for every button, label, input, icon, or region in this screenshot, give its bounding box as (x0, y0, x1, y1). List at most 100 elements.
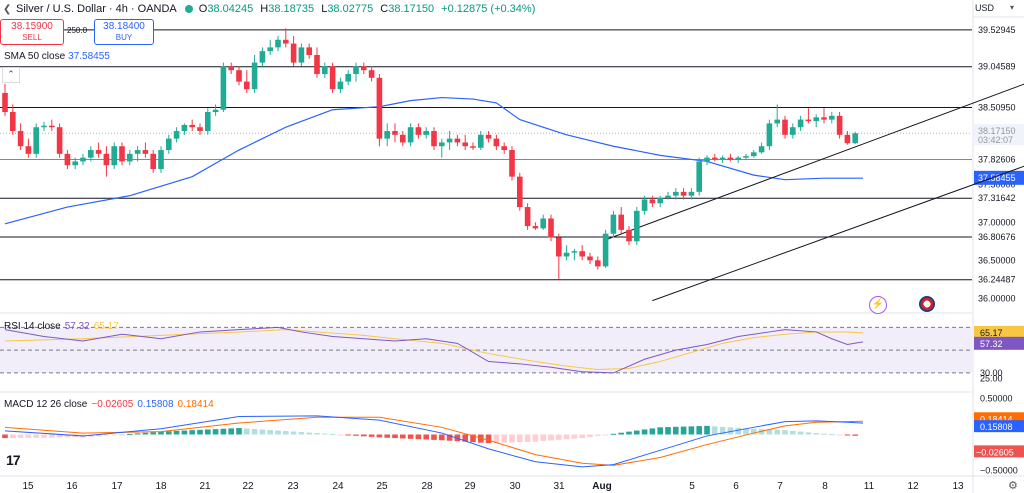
candle-up (602, 233, 609, 267)
rsi-line (4, 326, 864, 374)
level-label-bg (974, 22, 1024, 37)
chevron-down-icon[interactable]: ▾ (1010, 3, 1015, 12)
chevron-left-icon[interactable]: ❮ (3, 3, 12, 15)
candle-down (2, 93, 8, 113)
candle-down (501, 146, 507, 151)
candle-up (766, 123, 773, 147)
macd-histogram-bar (836, 434, 843, 436)
sma-legend[interactable]: SMA 50 close 37.58455 (4, 51, 110, 62)
us-flag-icon[interactable] (919, 296, 935, 312)
time-tick-label: 22 (242, 481, 254, 492)
candle-up (111, 146, 117, 166)
chart-header: ❮ Silver / U.S. Dollar · 4h · OANDA O38.… (0, 0, 535, 18)
candle-down (579, 251, 585, 257)
macd-histogram-bar (431, 434, 437, 440)
time-tick-label: 7 (777, 481, 783, 492)
macd-histogram-bar (267, 430, 273, 435)
candle-down (368, 70, 375, 78)
candle-up (259, 51, 266, 63)
candle-up (72, 161, 78, 166)
candle-down (509, 150, 515, 177)
candle-down (376, 77, 383, 139)
macd-histogram-bar (782, 430, 788, 435)
candle-up (275, 39, 281, 48)
candle-up (353, 66, 359, 74)
support-label-bg (974, 152, 1024, 167)
macd-histogram-bar (766, 429, 773, 435)
candle-up (610, 214, 617, 234)
rsi-legend[interactable]: RSI 14 close 57.32 65.17 (4, 321, 119, 332)
time-tick-label: 24 (332, 481, 344, 492)
open-value: 38.04245 (207, 3, 254, 15)
macd-histogram-bar (2, 434, 8, 439)
gear-icon[interactable]: ⚙ (1008, 480, 1018, 492)
ohlc-values: O38.04245 H38.18735 L38.02775 C38.17150 … (198, 3, 536, 15)
collapse-legend-button[interactable]: ⌃ (2, 67, 20, 83)
time-tick-label: 17 (111, 481, 123, 492)
lightning-icon[interactable]: ⚡ (869, 296, 887, 314)
candle-down (290, 43, 297, 63)
candle-up (205, 112, 211, 132)
candle-up (407, 127, 414, 143)
sell-button[interactable]: 38.15900 SELL (0, 19, 64, 45)
candle-down (64, 153, 71, 166)
candle-up (33, 127, 39, 154)
candle-down (680, 191, 687, 196)
candle-down (119, 146, 125, 162)
level-label: 36.24487 (978, 275, 1016, 285)
candle-up (80, 157, 86, 162)
candle-up (641, 199, 648, 211)
macd-histogram-bar (634, 430, 640, 435)
macd-histogram-bar (641, 429, 648, 435)
macd-histogram-bar (244, 428, 250, 435)
macd-histogram-bar (95, 434, 102, 437)
macd-signal-label: 0.18414 (980, 414, 1013, 424)
candle-up (665, 195, 671, 198)
macd-histogram-bar (805, 432, 812, 435)
macd-histogram-bar (758, 429, 765, 435)
candle-up (166, 138, 172, 151)
candle-down (493, 138, 500, 147)
macd-histogram-bar (197, 429, 203, 435)
currency-selector[interactable]: USD (975, 3, 995, 13)
sma-price-label: 37.58455 (978, 173, 1016, 183)
price-tick-label: 37.00000 (978, 217, 1016, 227)
macd-histogram-bar (548, 434, 554, 441)
macd-histogram-bar (64, 434, 71, 438)
rsi-ma-line (4, 329, 864, 371)
macd-histogram-bar (41, 434, 47, 438)
tradingview-logo-icon[interactable]: 17 (6, 452, 21, 468)
macd-histogram-bar (119, 434, 125, 436)
candle-up (634, 210, 640, 242)
time-tick-label: 8 (822, 481, 828, 492)
candle-down (470, 146, 476, 148)
macd-histogram-bar (345, 434, 351, 436)
macd-legend[interactable]: MACD 12 26 close −0.02605 0.15808 0.18414 (4, 399, 214, 410)
buy-button[interactable]: 38.18400 BUY (94, 19, 154, 45)
candle-down (712, 157, 718, 160)
candle-down (392, 131, 398, 135)
macd-histogram-bar (797, 431, 804, 435)
macd-histogram-bar (361, 434, 367, 437)
level-label: 39.52945 (978, 25, 1016, 35)
macd-histogram-bar (493, 434, 500, 443)
macd-histogram-bar (626, 431, 632, 435)
macd-histogram-bar (17, 434, 24, 438)
level-label: 38.50950 (978, 102, 1016, 112)
time-tick-label: 6 (733, 481, 739, 492)
change-value: +0.12875 (+0.34%) (441, 3, 536, 15)
candle-up (181, 124, 188, 132)
time-tick-label: 18 (155, 481, 167, 492)
candle-up (478, 134, 484, 148)
candle-up (134, 150, 141, 154)
rsi-tick-label: 30.00 (980, 368, 1003, 378)
macd-histogram-bar (665, 427, 671, 435)
candle-down (548, 218, 554, 238)
time-tick-label: 23 (287, 481, 299, 492)
macd-histogram-bar (376, 434, 383, 438)
symbol-title[interactable]: Silver / U.S. Dollar · 4h · OANDA (16, 3, 177, 15)
macd-histogram-bar (649, 428, 656, 435)
candle-down (431, 131, 437, 147)
macd-histogram-bar (517, 434, 523, 443)
